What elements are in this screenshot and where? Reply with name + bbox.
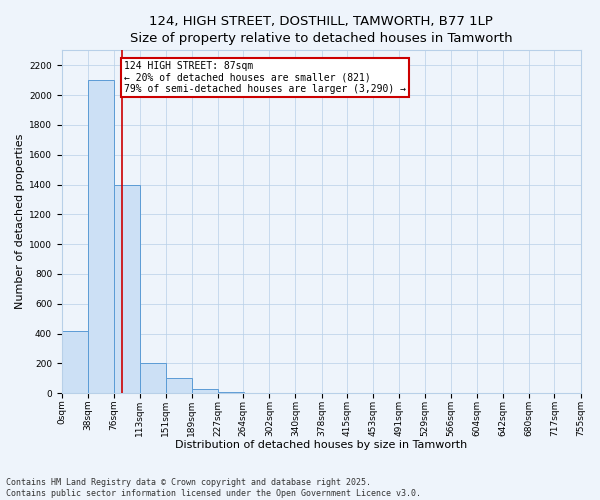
Bar (218, 392, 244, 393)
Text: 124 HIGH STREET: 87sqm
← 20% of detached houses are smaller (821)
79% of semi-de: 124 HIGH STREET: 87sqm ← 20% of detached… (124, 60, 406, 94)
Bar (192, 388, 218, 393)
Text: Contains HM Land Registry data © Crown copyright and database right 2025.
Contai: Contains HM Land Registry data © Crown c… (6, 478, 421, 498)
Bar (166, 378, 192, 393)
Title: 124, HIGH STREET, DOSTHILL, TAMWORTH, B77 1LP
Size of property relative to detac: 124, HIGH STREET, DOSTHILL, TAMWORTH, B7… (130, 15, 512, 45)
Bar (62, 330, 88, 393)
Bar (140, 364, 166, 393)
Bar (88, 80, 114, 393)
X-axis label: Distribution of detached houses by size in Tamworth: Distribution of detached houses by size … (175, 440, 467, 450)
Bar (114, 184, 140, 393)
Y-axis label: Number of detached properties: Number of detached properties (15, 134, 25, 310)
